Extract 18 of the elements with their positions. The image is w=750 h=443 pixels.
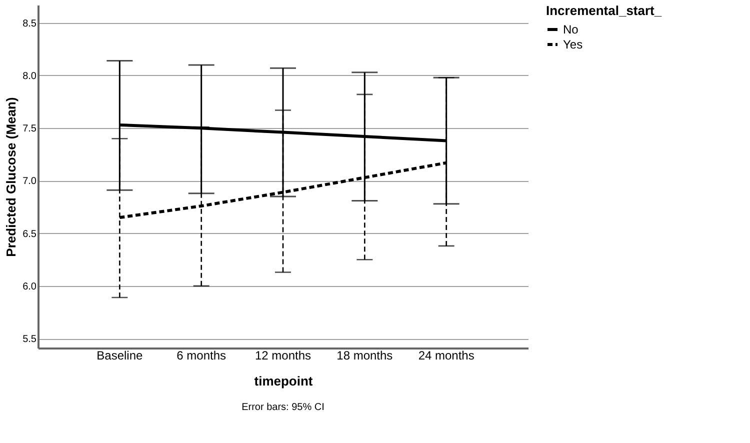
y-tick-label: 5.5	[22, 334, 37, 346]
y-tick-label: 6.0	[22, 281, 37, 292]
y-tick-label: 7.5	[22, 124, 37, 135]
y-tick-label: 8.5	[22, 18, 37, 30]
legend-title: Incremental_start_	[546, 3, 662, 18]
y-axis-title: Predicted Glucose (Mean)	[4, 97, 19, 257]
legend-label: No	[563, 22, 579, 36]
y-tick-label: 8.0	[22, 70, 37, 82]
x-axis-title: timepoint	[254, 374, 314, 388]
x-tick-label: 12 months	[254, 348, 312, 362]
text: Error bars: 95% CI	[242, 402, 324, 413]
y-tick-label: 6.5	[22, 228, 37, 240]
x-tick-label: 24 months	[418, 348, 474, 362]
x-tick-label: 18 months	[336, 348, 393, 362]
y-tick-label: 7.0	[22, 176, 37, 188]
legend-label: Yes	[563, 38, 583, 52]
x-tick-label: 6 months	[176, 348, 226, 362]
x-tick-label: Baseline	[96, 348, 144, 362]
